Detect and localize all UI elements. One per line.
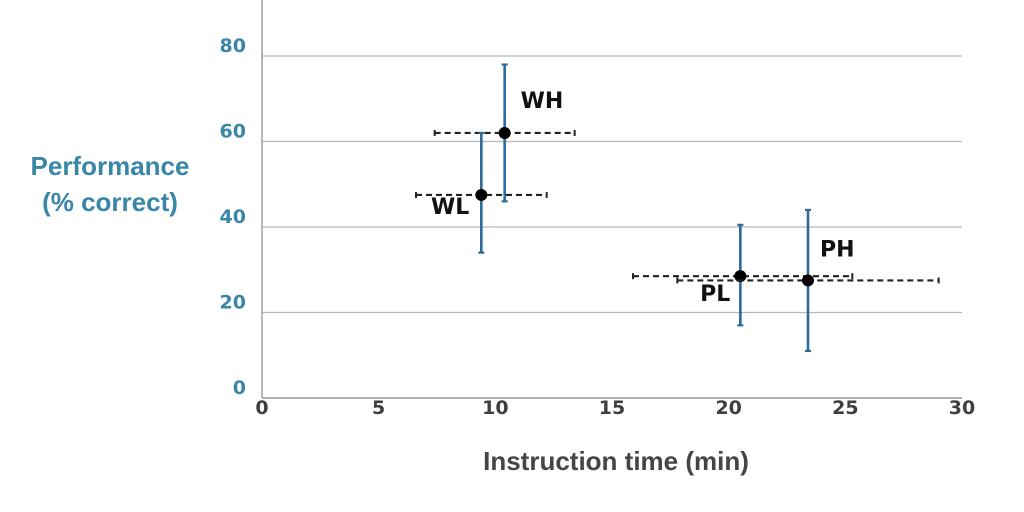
- x-tick-label-20: 20: [715, 397, 741, 419]
- x-tick-label-15: 15: [599, 397, 625, 419]
- y-tick-labels: 0 20 40 60 80: [220, 35, 246, 399]
- x-tick-label-30: 30: [949, 397, 975, 419]
- x-axis-label: Instruction time (min): [483, 446, 749, 476]
- data-point-wl: [475, 188, 488, 201]
- y-tick-label-80: 80: [220, 35, 246, 57]
- data-points: WH WL PL PH: [415, 63, 940, 353]
- x-tick-labels: 0 5 10 15 20 25 30: [255, 397, 975, 419]
- data-point-wh: [498, 126, 511, 139]
- point-group-pl: PL: [632, 223, 854, 327]
- data-point-ph: [802, 274, 814, 287]
- y-axis-label-line-2: (% correct): [42, 187, 178, 217]
- x-tick-label-10: 10: [482, 397, 508, 419]
- x-tick-label-0: 0: [255, 397, 268, 419]
- gridlines: [262, 55, 962, 314]
- point-label-wl: WL: [431, 195, 469, 220]
- y-tick-label-40: 40: [220, 206, 246, 228]
- y-axis-label-line-1: Performance: [31, 151, 190, 181]
- y-tick-label-60: 60: [220, 121, 246, 143]
- point-group-wh: WH: [433, 63, 576, 203]
- axes: [261, 0, 962, 399]
- point-group-ph: PH: [676, 208, 940, 353]
- x-tick-label-5: 5: [372, 397, 385, 419]
- y-tick-label-20: 20: [220, 292, 246, 314]
- data-point-pl: [734, 270, 747, 283]
- y-tick-label-0: 0: [233, 377, 246, 399]
- point-label-wh: WH: [521, 89, 564, 114]
- x-tick-label-25: 25: [832, 397, 858, 419]
- point-group-wl: WL: [415, 131, 548, 254]
- point-label-ph: PH: [820, 237, 855, 262]
- point-label-pl: PL: [700, 282, 730, 307]
